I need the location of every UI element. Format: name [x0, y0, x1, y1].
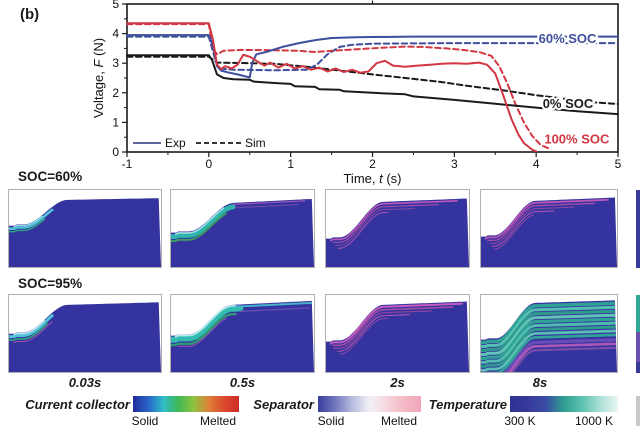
colorbar-current-collector [133, 396, 239, 412]
svg-text:0: 0 [205, 157, 212, 171]
svg-text:0: 0 [112, 145, 119, 159]
svg-text:5: 5 [615, 157, 622, 171]
svg-text:4: 4 [533, 157, 540, 171]
svg-text:Time, t (s): Time, t (s) [343, 171, 401, 186]
colorbar-title-temperature: Temperature [428, 397, 507, 412]
adjacent-panel-sliver [636, 396, 640, 426]
svg-text:60% SOC: 60% SOC [539, 31, 597, 46]
svg-text:Sim: Sim [245, 136, 266, 150]
time-label-1: 0.03s [68, 375, 102, 390]
colorbar-separator [318, 396, 421, 412]
panel-label: (b) [20, 6, 40, 23]
colorbar-sep-melted-label: Melted [380, 414, 418, 428]
colorbar-cc-melted-label: Melted [199, 414, 237, 428]
simulation-snapshot-60soc-0.5s [170, 189, 315, 268]
row-label-soc-95: SOC=95% [18, 276, 83, 291]
adjacent-panel-sliver [636, 332, 640, 362]
svg-text:1: 1 [112, 115, 119, 129]
svg-text:1: 1 [287, 157, 294, 171]
colorbar-title-current-collector: Current collector [25, 397, 130, 412]
adjacent-panel-sliver [636, 295, 640, 332]
simulation-snapshot-60soc-2s [325, 189, 470, 268]
row-label-soc-60: SOC=60% [18, 169, 83, 184]
time-label-2: 0.5s [229, 375, 256, 390]
svg-text:Exp: Exp [165, 136, 186, 150]
colorbar-sep-solid-label: Solid [317, 414, 345, 428]
colorbar-temp-300k-label: 300 K [504, 414, 536, 428]
svg-text:2: 2 [112, 86, 119, 100]
svg-text:3: 3 [451, 157, 458, 171]
svg-text:5: 5 [112, 0, 119, 11]
colorbar-temperature [510, 396, 618, 412]
svg-text:0% SOC: 0% SOC [543, 96, 594, 111]
simulation-snapshot-60soc-0.03s [8, 189, 162, 268]
time-label-3: 2s [390, 375, 405, 390]
svg-text:4: 4 [112, 27, 119, 41]
colorbar-title-separator: Separator [253, 397, 314, 412]
svg-text:3: 3 [112, 56, 119, 70]
colorbar-temp-1000k-label: 1000 K [574, 414, 614, 428]
svg-text:2: 2 [369, 157, 376, 171]
svg-text:Voltage, F (N): Voltage, F (N) [91, 38, 106, 118]
adjacent-panel-sliver [636, 190, 640, 268]
svg-text:-1: -1 [122, 157, 133, 171]
simulation-snapshot-95soc-2s [325, 294, 470, 373]
colorbar-cc-solid-label: Solid [131, 414, 159, 428]
adjacent-panel-sliver [636, 362, 640, 373]
simulation-snapshot-95soc-0.03s [8, 294, 162, 373]
time-label-4: 8s [532, 375, 548, 390]
simulation-snapshot-60soc-8s [480, 189, 618, 268]
simulation-snapshot-95soc-0.5s [170, 294, 315, 373]
simulation-snapshot-95soc-8s [480, 294, 618, 373]
svg-text:100% SOC: 100% SOC [544, 132, 610, 147]
